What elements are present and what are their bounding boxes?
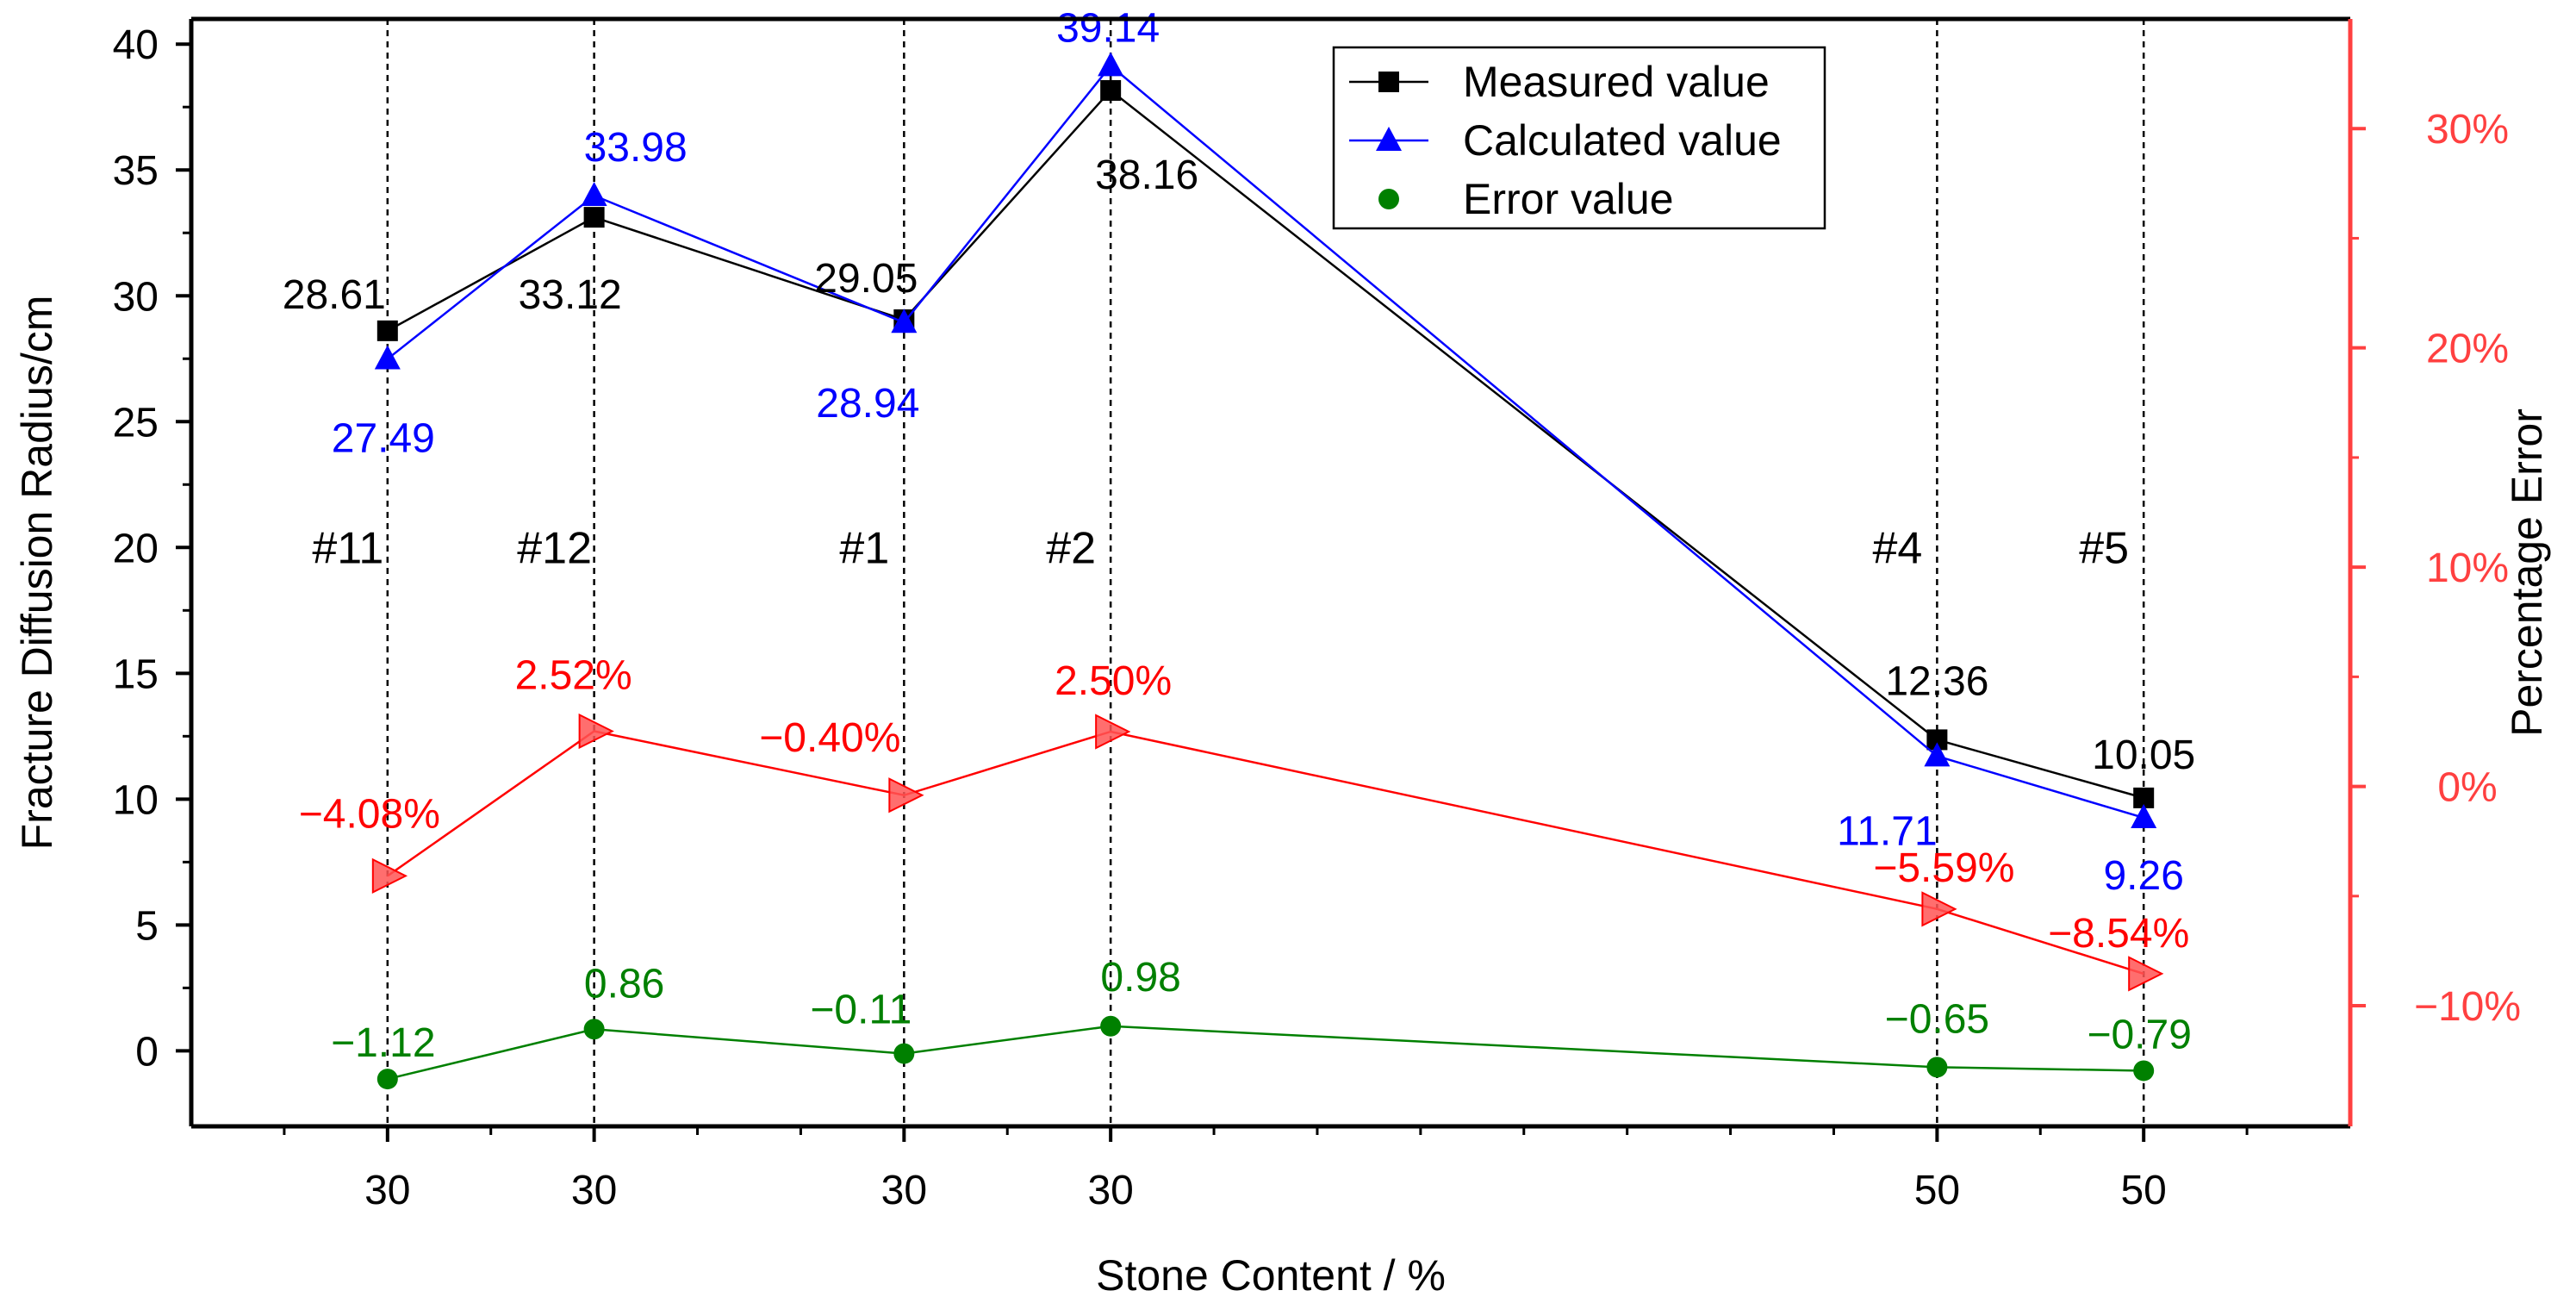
series-line-error-value — [387, 1025, 2144, 1081]
data-label-percentage-error-2: 2.52% — [515, 652, 632, 698]
x-axis-title: Stone Content / % — [1096, 1251, 1446, 1300]
axes: 0 5 10 15 20 25 30 35 40 −10% 0% 10% 20% 30% 30 30 30 30 5… — [13, 16, 2551, 1300]
sample-label-4: #4 — [1872, 523, 1922, 573]
legend: Measured value Calculated value Error valu… — [1332, 46, 1826, 230]
series-layer — [371, 52, 2164, 1090]
x-tick-label-6: 50 — [2120, 1168, 2166, 1213]
y2-tick-label-1: 0% — [2437, 765, 2497, 811]
y-tick-label-0: 0 — [135, 1029, 159, 1075]
point-calculated-value-3 — [891, 309, 918, 334]
y-tick-label-40: 40 — [113, 22, 159, 68]
point-error-value-5 — [1926, 1057, 1948, 1078]
point-percentage-error-1 — [371, 857, 408, 895]
point-percentage-error-6 — [2128, 956, 2164, 992]
data-label-calculated-value-5: 11.71 — [1837, 808, 1938, 854]
y-tick-label-20: 20 — [113, 526, 159, 571]
y2-tick-label-2: 10% — [2426, 546, 2509, 591]
point-calculated-value-5 — [1924, 742, 1951, 767]
series-line-measured-value — [387, 89, 2144, 800]
sample-label-12: #12 — [517, 523, 592, 573]
x-tick-label-3: 30 — [881, 1168, 927, 1213]
data-label-percentage-error-1: −4.08% — [299, 791, 440, 837]
data-label-calculated-value-2: 33.98 — [584, 125, 688, 171]
data-label-measured-value-6: 10.05 — [2092, 733, 2195, 778]
data-label-error-value-1: −1.12 — [331, 1020, 435, 1066]
sample-label-5: #5 — [2079, 523, 2129, 573]
y2-tick-label-4: 30% — [2426, 107, 2509, 153]
point-calculated-value-4 — [1098, 52, 1124, 77]
data-label-error-value-4: 0.98 — [1100, 955, 1180, 1001]
legend-marker-measured-value — [1378, 72, 1399, 92]
x-tick-label-5: 50 — [1914, 1168, 1960, 1213]
point-measured-value-1 — [376, 320, 398, 341]
x-tick-label-1: 30 — [364, 1168, 410, 1213]
y-tick-label-15: 15 — [113, 652, 159, 697]
point-error-value-4 — [1100, 1015, 1122, 1037]
y-tick-label-35: 35 — [113, 148, 159, 194]
y2-tick-label-3: 20% — [2426, 327, 2509, 372]
data-label-measured-value-1: 28.61 — [283, 272, 386, 318]
point-percentage-error-3 — [888, 777, 924, 814]
data-label-calculated-value-4: 39.14 — [1056, 5, 1160, 51]
data-label-measured-value-5: 12.36 — [1885, 658, 1988, 704]
data-label-calculated-value-1: 27.49 — [332, 416, 435, 462]
point-measured-value-2 — [583, 207, 605, 228]
sample-label-1: #1 — [839, 523, 889, 573]
y-tick-label-30: 30 — [113, 274, 159, 320]
point-error-value-2 — [583, 1019, 605, 1040]
data-labels: #11 #12 #1 #2 #4 #5 28.61 33.12 29.05 38.16 12.36 1… — [283, 5, 2195, 1066]
point-measured-value-4 — [1100, 79, 1122, 101]
data-label-error-value-3: −0.11 — [810, 988, 912, 1033]
data-label-error-value-2: 0.86 — [584, 961, 664, 1007]
point-percentage-error-4 — [1095, 714, 1131, 750]
x-tick-label-2: 30 — [571, 1168, 617, 1213]
point-calculated-value-1 — [374, 345, 401, 370]
x-tick-label-4: 30 — [1087, 1168, 1133, 1213]
data-label-calculated-value-6: 9.26 — [2103, 853, 2183, 899]
point-percentage-error-5 — [1921, 891, 1957, 927]
data-label-measured-value-2: 33.12 — [519, 272, 622, 318]
point-error-value-1 — [376, 1069, 398, 1090]
data-label-error-value-6: −0.79 — [2087, 1012, 2191, 1057]
point-calculated-value-6 — [2131, 803, 2157, 828]
y-tick-label-5: 5 — [135, 903, 159, 949]
point-percentage-error-2 — [578, 713, 614, 750]
sample-label-11: #11 — [312, 523, 383, 573]
data-label-percentage-error-5: −5.59% — [1873, 845, 2014, 891]
series-line-percentage-error — [387, 730, 2144, 976]
point-error-value-6 — [2133, 1060, 2155, 1082]
y2-axis-title: Percentage Error — [2503, 408, 2551, 737]
legend-marker-error-value — [1378, 189, 1399, 209]
legend-box — [1332, 46, 1826, 230]
y-tick-label-25: 25 — [113, 400, 159, 446]
data-label-percentage-error-3: −0.40% — [759, 715, 900, 761]
y-tick-label-10: 10 — [113, 777, 159, 823]
sample-label-2: #2 — [1046, 523, 1096, 573]
point-error-value-3 — [893, 1043, 915, 1064]
series-line-calculated-value — [387, 64, 2144, 820]
data-label-measured-value-4: 38.16 — [1095, 153, 1198, 198]
legend-label-measured-value: Measured value — [1463, 58, 1770, 106]
data-label-percentage-error-6: −8.54% — [2048, 911, 2189, 957]
data-label-calculated-value-3: 28.94 — [816, 381, 919, 427]
point-calculated-value-2 — [581, 182, 607, 207]
legend-label-calculated-value: Calculated value — [1463, 116, 1782, 165]
data-label-measured-value-3: 29.05 — [814, 256, 918, 302]
data-label-percentage-error-4: 2.50% — [1055, 658, 1172, 704]
legend-marker-calculated-value — [1376, 127, 1402, 151]
y2-tick-label-0: −10% — [2414, 984, 2521, 1030]
y-axis-title: Fracture Diffusion Radius/cm — [13, 296, 61, 851]
data-label-error-value-5: −0.65 — [1885, 996, 1989, 1042]
legend-label-error-value: Error value — [1463, 175, 1674, 223]
